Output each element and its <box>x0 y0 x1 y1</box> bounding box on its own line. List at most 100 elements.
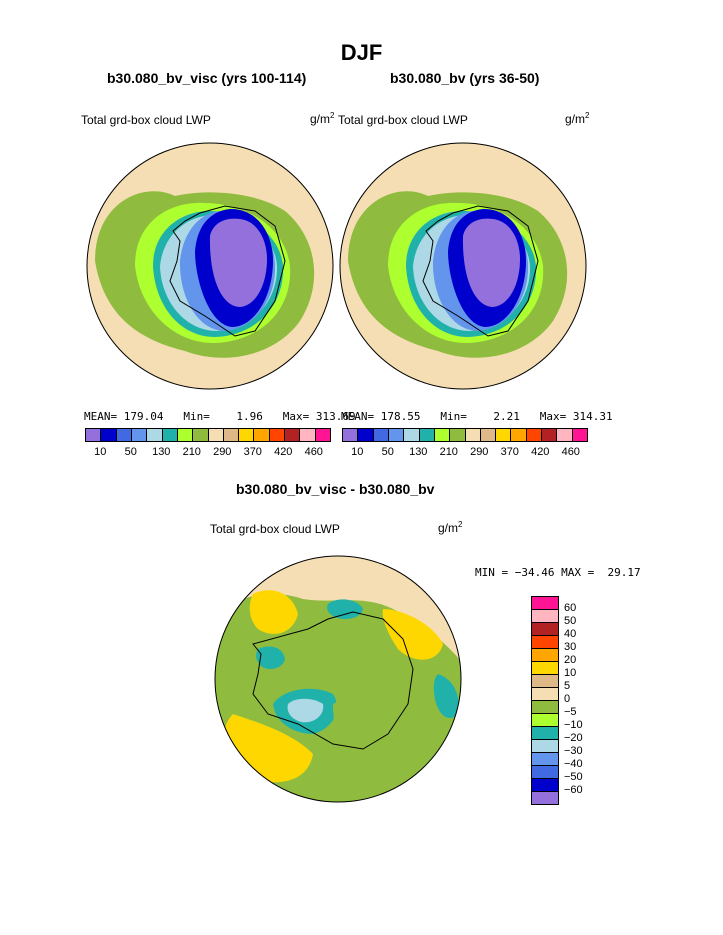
colorbar-box <box>532 701 558 714</box>
panel2-polar-map <box>339 142 587 390</box>
colorbar-box <box>131 429 148 441</box>
colorbar-box <box>116 429 132 441</box>
colorbar-tick-label: −20 <box>564 732 583 744</box>
colorbar-box <box>526 429 543 441</box>
colorbar-box <box>101 429 117 441</box>
colorbar-tick-label: −10 <box>564 719 583 731</box>
panel1-stats: MEAN= 179.04 Min= 1.96 Max= 313.69 <box>84 410 356 423</box>
panel2-colorbar-ticks: 10 50 130 210 290 370 420 460 <box>342 446 586 460</box>
colorbar-box <box>532 649 558 662</box>
colorbar-box <box>532 597 558 610</box>
colorbar-box <box>86 429 102 441</box>
panel2-stats: MEAN= 178.55 Min= 2.21 Max= 314.31 <box>341 410 613 423</box>
panel1-colorbar-ticks: 10 50 130 210 290 370 420 460 <box>85 446 329 460</box>
colorbar-box <box>532 792 558 804</box>
diff-field-label: Total grd-box cloud LWP <box>210 522 340 536</box>
colorbar-box <box>532 688 558 701</box>
colorbar-box <box>480 429 497 441</box>
colorbar-box <box>542 429 558 441</box>
panel1-field-label: Total grd-box cloud LWP <box>81 113 211 127</box>
colorbar-tick-label: −30 <box>564 745 583 757</box>
colorbar-tick-label: 290 <box>213 446 232 458</box>
colorbar-tick-label: 20 <box>564 654 577 666</box>
colorbar-box <box>511 429 527 441</box>
colorbar-tick-label: 420 <box>531 446 550 458</box>
colorbar-box <box>434 429 451 441</box>
colorbar-box <box>532 623 558 636</box>
colorbar-tick-label: 10 <box>564 667 577 679</box>
colorbar-tick-label: 0 <box>564 693 571 705</box>
panel1-case-title: b30.080_bv_visc (yrs 100-114) <box>107 70 307 86</box>
colorbar-box <box>532 714 558 727</box>
panel1-polar-map <box>86 142 334 390</box>
colorbar-box <box>557 429 573 441</box>
colorbar-box <box>358 429 374 441</box>
panel2-case-title: b30.080_bv (yrs 36-50) <box>390 70 540 86</box>
colorbar-box <box>300 429 316 441</box>
colorbar-tick-label: 130 <box>409 446 428 458</box>
colorbar-box <box>388 429 405 441</box>
panel2-units: g/m2 <box>565 111 590 126</box>
colorbar-tick-label: −40 <box>564 758 583 770</box>
colorbar-tick-label: 10 <box>94 446 107 458</box>
panel1-colorbar <box>85 428 331 442</box>
diff-units: g/m2 <box>438 520 463 535</box>
panel1-units: g/m2 <box>310 111 335 126</box>
colorbar-tick-label: 290 <box>470 446 489 458</box>
colorbar-box <box>532 779 558 792</box>
colorbar-tick-label: −5 <box>564 706 577 718</box>
colorbar-box <box>373 429 389 441</box>
colorbar-box <box>532 766 558 779</box>
colorbar-tick-label: 130 <box>152 446 171 458</box>
colorbar-box <box>147 429 163 441</box>
colorbar-box <box>532 740 558 753</box>
colorbar-tick-label: 370 <box>243 446 262 458</box>
colorbar-box <box>177 429 194 441</box>
colorbar-box <box>162 429 178 441</box>
panel2-colorbar <box>342 428 588 442</box>
colorbar-tick-label: 420 <box>274 446 293 458</box>
colorbar-tick-label: −50 <box>564 771 583 783</box>
colorbar-tick-label: 460 <box>561 446 580 458</box>
colorbar-box <box>532 727 558 740</box>
colorbar-box <box>239 429 255 441</box>
colorbar-box <box>532 610 558 623</box>
colorbar-tick-label: 50 <box>564 615 577 627</box>
colorbar-box <box>269 429 286 441</box>
colorbar-box <box>532 753 558 766</box>
colorbar-box <box>404 429 420 441</box>
colorbar-box <box>450 429 466 441</box>
colorbar-tick-label: 5 <box>564 680 571 692</box>
colorbar-box <box>193 429 209 441</box>
diff-colorbar <box>531 596 559 805</box>
colorbar-box <box>465 429 481 441</box>
colorbar-box <box>254 429 270 441</box>
colorbar-box <box>315 429 330 441</box>
colorbar-box <box>285 429 301 441</box>
colorbar-box <box>496 429 512 441</box>
colorbar-tick-label: 50 <box>124 446 137 458</box>
colorbar-tick-label: 210 <box>182 446 201 458</box>
page-title: DJF <box>340 40 383 65</box>
colorbar-box <box>419 429 435 441</box>
colorbar-box <box>208 429 224 441</box>
colorbar-tick-label: 30 <box>564 641 577 653</box>
colorbar-box <box>223 429 240 441</box>
diff-case-title: b30.080_bv_visc - b30.080_bv <box>236 481 435 497</box>
colorbar-box <box>343 429 359 441</box>
colorbar-tick-label: −60 <box>564 784 583 796</box>
colorbar-tick-label: 460 <box>304 446 323 458</box>
colorbar-tick-label: 10 <box>351 446 364 458</box>
colorbar-tick-label: 210 <box>439 446 458 458</box>
colorbar-box <box>572 429 587 441</box>
colorbar-box <box>532 662 558 675</box>
colorbar-box <box>532 675 558 688</box>
colorbar-tick-label: 370 <box>500 446 519 458</box>
colorbar-tick-label: 50 <box>381 446 394 458</box>
colorbar-tick-label: 60 <box>564 602 577 614</box>
colorbar-box <box>532 636 558 649</box>
diff-stats: MIN = −34.46 MAX = 29.17 <box>475 566 641 579</box>
colorbar-tick-label: 40 <box>564 628 577 640</box>
panel2-field-label: Total grd-box cloud LWP <box>338 113 468 127</box>
diff-polar-map <box>214 555 462 803</box>
